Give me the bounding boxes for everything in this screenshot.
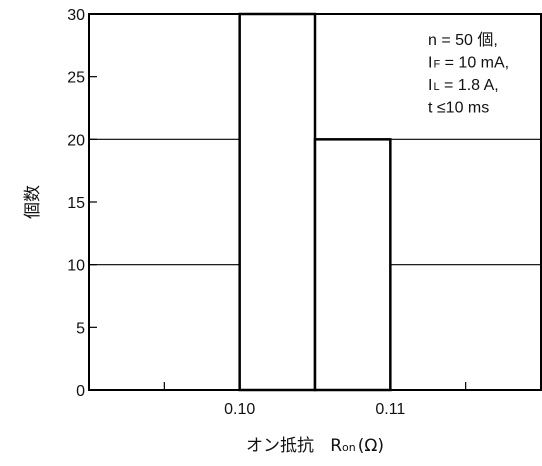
x-axis-title: オン抵抗 Ron (Ω) bbox=[246, 436, 384, 456]
histogram-bars bbox=[238, 12, 392, 392]
x-axis-ticks: 0.10 0.11 bbox=[163, 382, 467, 418]
y-tick-label-3: 15 bbox=[67, 195, 85, 212]
y-axis-title: 個数 bbox=[23, 185, 43, 219]
annotation-line-2: IL = 1.8 A, bbox=[428, 77, 499, 94]
annotation-line-3: t ≤10 ms bbox=[428, 100, 489, 117]
y-tick-label-2: 10 bbox=[67, 258, 85, 275]
y-tick-label-5: 25 bbox=[67, 70, 85, 87]
x-tick-label-1: 0.11 bbox=[375, 401, 405, 418]
annotation-box: n = 50 個, IF = 10 mA, IL = 1.8 A, t ≤10 ms bbox=[428, 31, 509, 117]
y-tick-label-1: 5 bbox=[76, 320, 85, 337]
annotation-line-1: IF = 10 mA, bbox=[428, 55, 509, 72]
histogram-bar-1 bbox=[313, 138, 392, 392]
y-tick-label-0: 0 bbox=[76, 383, 85, 400]
x-tick-label-0: 0.10 bbox=[224, 401, 255, 418]
histogram-bar-0 bbox=[238, 12, 317, 392]
y-tick-label-4: 20 bbox=[67, 132, 85, 149]
y-axis-ticks: 0 5 10 15 20 25 30 bbox=[67, 7, 97, 400]
annotation-line-0: n = 50 個, bbox=[428, 31, 498, 49]
y-tick-label-6: 30 bbox=[67, 7, 85, 24]
